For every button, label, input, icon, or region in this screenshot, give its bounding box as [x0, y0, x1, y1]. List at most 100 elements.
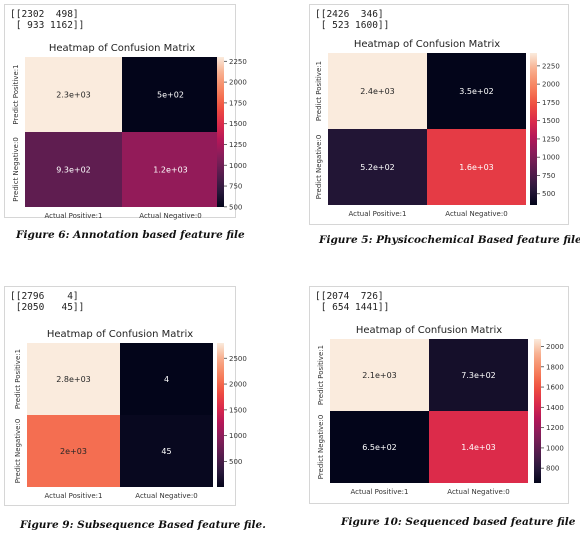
- heatmap-cell: [27, 343, 120, 415]
- figure-panel-physicochemical: [[2426 346] [ 523 1600]] Heatmap of Conf…: [309, 4, 569, 225]
- heatmap-cell: [330, 339, 429, 411]
- colorbar-tick-label: 2000: [542, 81, 560, 89]
- colorbar-tick-label: 800: [546, 465, 559, 473]
- heatmap-chart-annotation: Heatmap of Confusion Matrix 2.3e+03 5e+02 9…: [12, 43, 247, 220]
- colorbar: [530, 53, 537, 205]
- colorbar-tick-label: 1750: [542, 99, 560, 107]
- figure-panel-annotation: [[2302 498] [ 933 1162]] Heatmap of Conf…: [4, 4, 247, 220]
- colorbar-tick-label: 2000: [546, 343, 564, 351]
- heatmap-cell: [429, 411, 528, 483]
- cell-label: 2.8e+03: [56, 375, 91, 384]
- colorbar-tick-label: 750: [542, 172, 555, 180]
- colorbar-tick-label: 1500: [229, 406, 247, 414]
- cell-label: 5.2e+02: [360, 163, 395, 172]
- colorbar: [217, 343, 224, 487]
- cell-label: 1.6e+03: [459, 163, 494, 172]
- colorbar-tick-label: 1500: [542, 117, 560, 125]
- colorbar-tick-label: 1400: [546, 404, 564, 412]
- colorbar: [534, 339, 541, 483]
- heatmap-chart-subsequence: Heatmap of Confusion Matrix 2.8e+03 4 2e+03…: [14, 329, 247, 500]
- x-tick-label: Actual Negative:0: [445, 210, 507, 218]
- x-tick-label: Actual Positive:1: [45, 492, 103, 500]
- x-tick-label: Actual Positive:1: [45, 212, 103, 220]
- cell-label: 2e+03: [60, 447, 87, 456]
- colorbar-tick-label: 2000: [229, 79, 247, 87]
- heatmap-cell: [429, 339, 528, 411]
- y-tick-label: Predict Positive:1: [317, 345, 325, 405]
- colorbar-tick-label: 1600: [546, 384, 564, 392]
- heatmap-cell: [328, 53, 427, 129]
- figure-caption-annotation: Figure 6: Annotation based feature file: [16, 229, 245, 241]
- cell-label: 45: [161, 447, 171, 456]
- colorbar-tick-label: 1000: [542, 154, 560, 162]
- y-tick-label: Predict Negative:0: [315, 135, 323, 200]
- x-tick-label: Actual Negative:0: [135, 492, 197, 500]
- heatmap-cell: [427, 53, 526, 129]
- y-tick-label: Predict Negative:0: [12, 137, 20, 202]
- matrix-printout: [[2796 4] [2050 45]]: [10, 291, 85, 313]
- x-tick-label: Actual Positive:1: [349, 210, 407, 218]
- colorbar-tick-label: 1000: [229, 432, 247, 440]
- heatmap-cell: [27, 415, 120, 487]
- cell-label: 5e+02: [157, 91, 184, 100]
- y-tick-label: Predict Positive:1: [14, 349, 22, 409]
- colorbar: [217, 57, 224, 207]
- colorbar-tick-label: 750: [229, 183, 242, 191]
- cell-label: 4: [164, 375, 169, 384]
- cell-label: 2.1e+03: [362, 371, 397, 380]
- heatmap-cell: [120, 415, 213, 487]
- heatmap-cell: [120, 343, 213, 415]
- y-tick-label: Predict Negative:0: [317, 415, 325, 480]
- cell-label: 2.4e+03: [360, 87, 395, 96]
- matrix-printout: [[2074 726] [ 654 1441]]: [315, 291, 390, 313]
- cell-label: 9.3e+02: [56, 166, 91, 175]
- figure-caption-subsequence: Figure 9: Subsequence Based feature file…: [20, 519, 266, 531]
- colorbar-tick-label: 2250: [542, 62, 560, 70]
- y-tick-label: Predict Positive:1: [12, 64, 20, 124]
- heatmap-cell: [328, 129, 427, 205]
- figure-caption-physicochemical: Figure 5: Physicochemical Based feature …: [319, 234, 580, 246]
- cell-label: 1.4e+03: [461, 443, 496, 452]
- y-tick-label: Predict Positive:1: [315, 61, 323, 121]
- x-tick-label: Actual Negative:0: [447, 488, 509, 496]
- colorbar-tick-label: 500: [542, 190, 555, 198]
- colorbar-tick-label: 2000: [229, 381, 247, 389]
- colorbar-tick-label: 1750: [229, 99, 247, 107]
- y-tick-label: Predict Negative:0: [14, 419, 22, 484]
- x-tick-label: Actual Negative:0: [139, 212, 201, 220]
- cell-label: 3.5e+02: [459, 87, 494, 96]
- cell-label: 2.3e+03: [56, 91, 91, 100]
- colorbar-tick-label: 1000: [546, 444, 564, 452]
- heatmap-chart-sequenced: Heatmap of Confusion Matrix 2.1e+03 7.3e+0…: [317, 325, 564, 496]
- heatmap-cell: [25, 57, 122, 132]
- heatmap-cell: [25, 132, 122, 207]
- colorbar-tick-label: 1500: [229, 120, 247, 128]
- chart-title: Heatmap of Confusion Matrix: [49, 43, 195, 54]
- colorbar-tick-label: 1250: [542, 135, 560, 143]
- matrix-printout: [[2302 498] [ 933 1162]]: [10, 9, 85, 31]
- heatmap-cell: [427, 129, 526, 205]
- colorbar-tick-label: 2500: [229, 355, 247, 363]
- heatmap-chart-physicochemical: Heatmap of Confusion Matrix 2.4e+03 3.5e+0…: [315, 39, 560, 218]
- figure-caption-sequenced: Figure 10: Sequenced based feature file: [341, 516, 576, 528]
- cell-label: 1.2e+03: [153, 166, 188, 175]
- figure-panel-sequenced: [[2074 726] [ 654 1441]] Heatmap of Conf…: [309, 286, 569, 504]
- colorbar-tick-label: 1000: [229, 162, 247, 170]
- chart-title: Heatmap of Confusion Matrix: [47, 329, 193, 340]
- cell-label: 6.5e+02: [362, 443, 397, 452]
- x-tick-label: Actual Positive:1: [351, 488, 409, 496]
- chart-title: Heatmap of Confusion Matrix: [356, 325, 502, 336]
- colorbar-tick-label: 500: [229, 458, 242, 466]
- colorbar-tick-label: 2250: [229, 58, 247, 66]
- cell-label: 7.3e+02: [461, 371, 496, 380]
- colorbar-tick-label: 1250: [229, 141, 247, 149]
- colorbar-tick-label: 1800: [546, 363, 564, 371]
- colorbar-tick-label: 1200: [546, 424, 564, 432]
- matrix-printout: [[2426 346] [ 523 1600]]: [315, 9, 390, 31]
- chart-title: Heatmap of Confusion Matrix: [354, 39, 500, 50]
- colorbar-tick-label: 500: [229, 203, 242, 211]
- heatmap-cell: [122, 132, 219, 207]
- heatmap-cell: [330, 411, 429, 483]
- figure-panel-subsequence: [[2796 4] [2050 45]] Heatmap of Confusio…: [4, 286, 247, 506]
- heatmap-cell: [122, 57, 219, 132]
